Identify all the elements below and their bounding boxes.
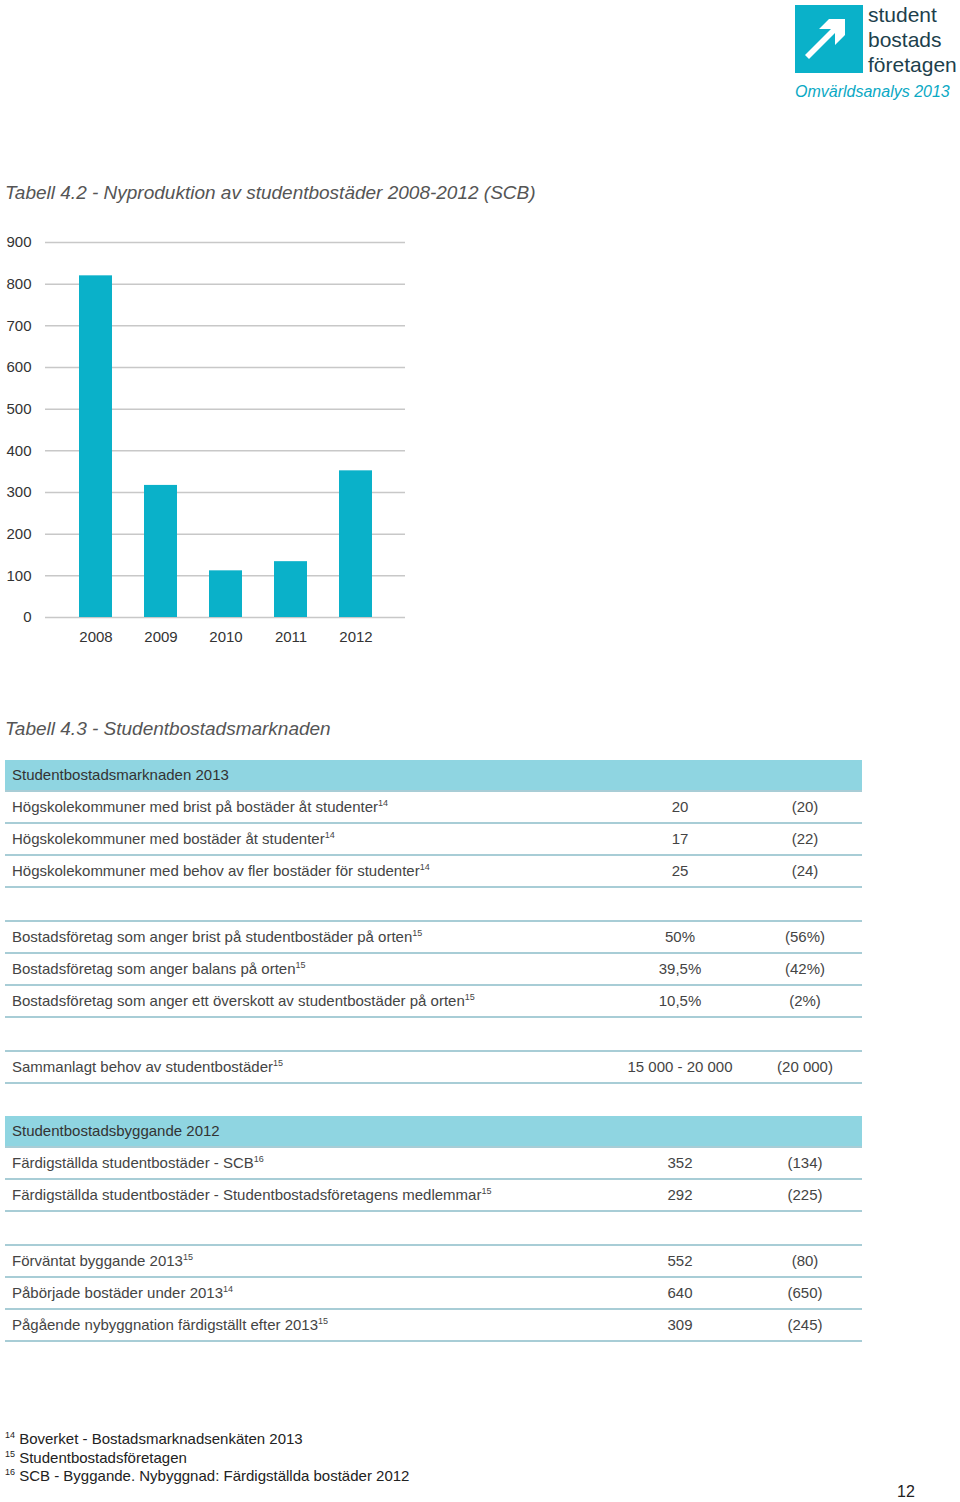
html-text:15: 15 (318, 1316, 329, 1326)
html-text:student: student (868, 3, 937, 26)
html-text:(134): (134) (787, 1154, 823, 1171)
html-text:352: 352 (667, 1154, 693, 1171)
svg-text:0: 0 (23, 608, 31, 625)
html-text:(2%): (2%) (789, 992, 821, 1009)
html-text:552: 552 (667, 1252, 693, 1269)
html-text:Färdigställda studentbostäder: Färdigställda studentbostäder - Studentb… (12, 1186, 492, 1203)
html-text:Bostadsföretag som anger brist: Bostadsföretag som anger brist på studen… (12, 928, 423, 945)
html-text:Studentbostadsbyggande 2012: Studentbostadsbyggande 2012 (12, 1122, 220, 1139)
svg-text:600: 600 (6, 358, 31, 375)
html-text:(650): (650) (787, 1284, 823, 1301)
html-text:Högskolekommuner med brist på: Högskolekommuner med brist på bostäder å… (12, 798, 388, 815)
svg-text:2010: 2010 (209, 628, 242, 645)
html-text:14Boverket - Bostadsmarknadsen: 14Boverket - Bostadsmarknadsenkäten 2013 (5, 1430, 303, 1447)
svg-text:100: 100 (6, 567, 31, 584)
svg-text:900: 900 (6, 233, 31, 250)
html-text:15Studentbostadsföretagen: 15Studentbostadsföretagen (5, 1448, 187, 1466)
html-text:14: 14 (223, 1284, 233, 1294)
html-text:16SCB - Byggande. Nybyggnad: F: 16SCB - Byggande. Nybyggnad: Färdigställ… (5, 1467, 410, 1484)
svg-text:2012: 2012 (339, 628, 372, 645)
html-text:640: 640 (667, 1284, 693, 1301)
html-text:Färdigställda studentbostäder: Färdigställda studentbostäder - SCB16 (12, 1154, 264, 1171)
svg-text:700: 700 (6, 317, 31, 334)
html-text:Tabell 4.3 - Studentbostadsmar: Tabell 4.3 - Studentbostadsmarknaden (5, 718, 331, 739)
html-text:Högskolekommuner med bostäder: Högskolekommuner med bostäder åt student… (12, 830, 335, 847)
html-text:(24): (24) (791, 862, 819, 879)
html-text:(22): (22) (791, 830, 819, 847)
html-text:Omvärldsanalys 2013: Omvärldsanalys 2013 (795, 83, 950, 100)
html-text:292: 292 (667, 1186, 693, 1203)
html-text:10,5%: 10,5% (658, 992, 702, 1009)
html-text:Tabell 4.2 - Nyproduktion av s: Tabell 4.2 - Nyproduktion av studentbost… (5, 182, 536, 203)
svg-text:2008: 2008 (79, 628, 112, 645)
html-text:(56%): (56%) (785, 928, 825, 945)
svg-text:400: 400 (6, 442, 31, 459)
html-text:15: 15 (183, 1252, 193, 1262)
svg-text:300: 300 (6, 483, 31, 500)
html-text:företagen: företagen (868, 53, 957, 76)
html-text:20: 20 (671, 798, 689, 815)
html-text:(80): (80) (791, 1252, 819, 1269)
html-text:17: 17 (671, 830, 689, 847)
html-text:Högskolekommuner med behov av: Högskolekommuner med behov av fler bostä… (12, 862, 430, 879)
html-text:(20 000): (20 000) (777, 1058, 833, 1075)
html-text:12: 12 (897, 1483, 915, 1500)
html-text:(225): (225) (787, 1186, 823, 1203)
html-text:309: 309 (667, 1316, 693, 1333)
svg-text:2009: 2009 (144, 628, 177, 645)
html-text:Bostadsföretag som anger balan: Bostadsföretag som anger balans på orten… (12, 960, 306, 977)
html-text:bostads: bostads (868, 28, 942, 51)
html-text:15 000 - 20 000: 15 000 - 20 000 (627, 1058, 733, 1075)
html-text:Påbörjade bostäder under 2013: Påbörjade bostäder under 2013 (12, 1284, 223, 1301)
html-text:25: 25 (671, 862, 689, 879)
html-text:Sammanlagt behov av studentbos: Sammanlagt behov av studentbostäder15 (12, 1058, 283, 1075)
html-text:50%: 50% (665, 928, 695, 945)
html-text:(20): (20) (791, 798, 819, 815)
html-text:39,5%: 39,5% (658, 960, 702, 977)
html-text:(245): (245) (787, 1316, 823, 1333)
svg-text:200: 200 (6, 525, 31, 542)
html-text:Pågående nybyggnation färdigst: Pågående nybyggnation färdigställt efter… (12, 1316, 319, 1333)
html-text:(42%): (42%) (785, 960, 825, 977)
html-text:Förväntat byggande 2013: Förväntat byggande 2013 (12, 1252, 183, 1269)
html-text:Bostadsföretag som anger ett ö: Bostadsföretag som anger ett överskott a… (12, 992, 475, 1009)
html-text:Studentbostadsmarknaden 2013: Studentbostadsmarknaden 2013 (12, 766, 229, 783)
svg-text:500: 500 (6, 400, 31, 417)
svg-text:800: 800 (6, 275, 31, 292)
svg-text:2011: 2011 (275, 628, 307, 645)
